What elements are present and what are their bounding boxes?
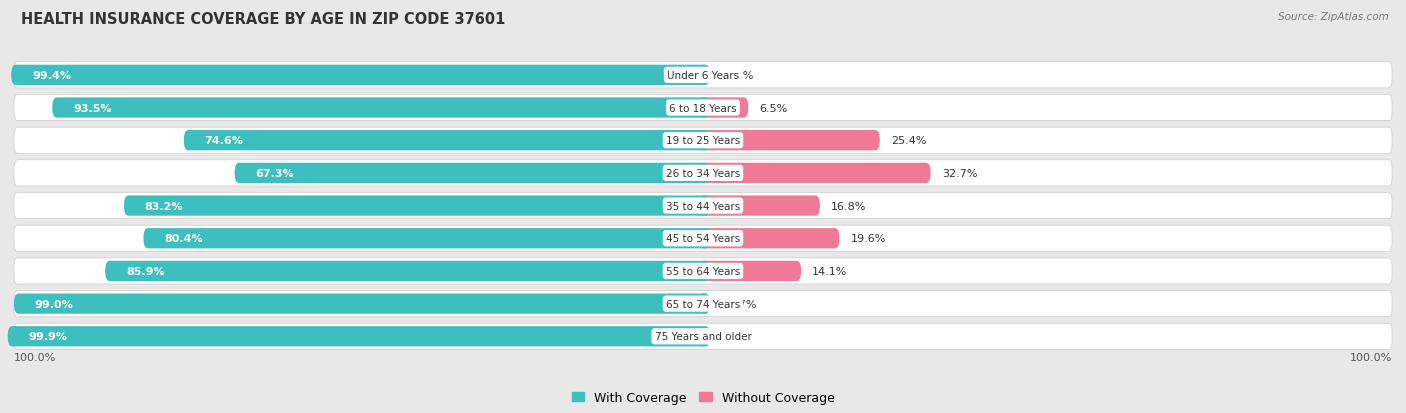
Text: 19.6%: 19.6%	[851, 234, 886, 244]
Text: 99.4%: 99.4%	[32, 71, 72, 81]
FancyBboxPatch shape	[699, 196, 820, 216]
FancyBboxPatch shape	[235, 164, 710, 183]
FancyBboxPatch shape	[699, 294, 710, 314]
Text: 83.2%: 83.2%	[145, 201, 183, 211]
Text: 25.4%: 25.4%	[891, 136, 927, 146]
Text: 67.3%: 67.3%	[256, 169, 294, 178]
Text: 100.0%: 100.0%	[1350, 352, 1392, 362]
Text: 6 to 18 Years: 6 to 18 Years	[669, 103, 737, 113]
Text: 14.1%: 14.1%	[813, 266, 848, 276]
FancyBboxPatch shape	[699, 261, 801, 281]
FancyBboxPatch shape	[14, 128, 1392, 154]
FancyBboxPatch shape	[14, 258, 1392, 284]
FancyBboxPatch shape	[699, 131, 880, 151]
Text: 65 to 74 Years: 65 to 74 Years	[666, 299, 740, 309]
FancyBboxPatch shape	[699, 326, 703, 347]
Text: 26 to 34 Years: 26 to 34 Years	[666, 169, 740, 178]
Text: Under 6 Years: Under 6 Years	[666, 71, 740, 81]
Text: 0.97%: 0.97%	[721, 299, 756, 309]
Text: 55 to 64 Years: 55 to 64 Years	[666, 266, 740, 276]
Text: 35 to 44 Years: 35 to 44 Years	[666, 201, 740, 211]
Text: 0.1%: 0.1%	[714, 332, 744, 342]
Text: 32.7%: 32.7%	[942, 169, 977, 178]
Legend: With Coverage, Without Coverage: With Coverage, Without Coverage	[567, 386, 839, 409]
Text: Source: ZipAtlas.com: Source: ZipAtlas.com	[1278, 12, 1389, 22]
FancyBboxPatch shape	[105, 261, 710, 281]
FancyBboxPatch shape	[14, 323, 1392, 349]
FancyBboxPatch shape	[14, 225, 1392, 252]
FancyBboxPatch shape	[699, 66, 707, 86]
Text: 100.0%: 100.0%	[14, 352, 56, 362]
Text: 93.5%: 93.5%	[73, 103, 111, 113]
FancyBboxPatch shape	[14, 294, 710, 314]
FancyBboxPatch shape	[14, 291, 1392, 317]
FancyBboxPatch shape	[14, 193, 1392, 219]
Text: 99.0%: 99.0%	[35, 299, 73, 309]
FancyBboxPatch shape	[143, 228, 710, 249]
FancyBboxPatch shape	[124, 196, 710, 216]
Text: 0.58%: 0.58%	[718, 71, 754, 81]
FancyBboxPatch shape	[14, 160, 1392, 187]
FancyBboxPatch shape	[14, 95, 1392, 121]
FancyBboxPatch shape	[699, 164, 931, 183]
FancyBboxPatch shape	[699, 98, 748, 119]
FancyBboxPatch shape	[52, 98, 710, 119]
Text: 45 to 54 Years: 45 to 54 Years	[666, 234, 740, 244]
Text: 99.9%: 99.9%	[28, 332, 67, 342]
Text: 85.9%: 85.9%	[127, 266, 165, 276]
FancyBboxPatch shape	[184, 131, 710, 151]
Text: 19 to 25 Years: 19 to 25 Years	[666, 136, 740, 146]
Text: 6.5%: 6.5%	[759, 103, 787, 113]
Text: 74.6%: 74.6%	[205, 136, 243, 146]
Text: 16.8%: 16.8%	[831, 201, 866, 211]
FancyBboxPatch shape	[11, 66, 710, 86]
Text: 80.4%: 80.4%	[165, 234, 202, 244]
FancyBboxPatch shape	[7, 326, 710, 347]
FancyBboxPatch shape	[14, 63, 1392, 89]
FancyBboxPatch shape	[699, 228, 839, 249]
Text: HEALTH INSURANCE COVERAGE BY AGE IN ZIP CODE 37601: HEALTH INSURANCE COVERAGE BY AGE IN ZIP …	[21, 12, 506, 27]
Text: 75 Years and older: 75 Years and older	[655, 332, 751, 342]
